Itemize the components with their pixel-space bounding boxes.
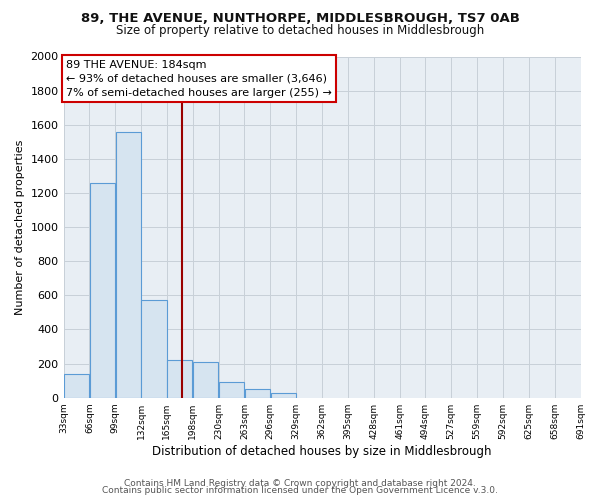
Text: Contains HM Land Registry data © Crown copyright and database right 2024.: Contains HM Land Registry data © Crown c…	[124, 478, 476, 488]
Bar	[219, 382, 244, 398]
Text: 89 THE AVENUE: 184sqm
← 93% of detached houses are smaller (3,646)
7% of semi-de: 89 THE AVENUE: 184sqm ← 93% of detached …	[66, 60, 332, 98]
Bar	[193, 362, 218, 398]
Bar	[142, 300, 167, 398]
Bar	[245, 389, 270, 398]
Bar	[116, 132, 141, 398]
Bar	[64, 374, 89, 398]
Text: Contains public sector information licensed under the Open Government Licence v.: Contains public sector information licen…	[102, 486, 498, 495]
Bar	[90, 182, 115, 398]
X-axis label: Distribution of detached houses by size in Middlesbrough: Distribution of detached houses by size …	[152, 444, 492, 458]
Y-axis label: Number of detached properties: Number of detached properties	[15, 140, 25, 315]
Text: Size of property relative to detached houses in Middlesbrough: Size of property relative to detached ho…	[116, 24, 484, 37]
Bar	[167, 360, 193, 398]
Text: 89, THE AVENUE, NUNTHORPE, MIDDLESBROUGH, TS7 0AB: 89, THE AVENUE, NUNTHORPE, MIDDLESBROUGH…	[80, 12, 520, 26]
Bar	[271, 394, 296, 398]
